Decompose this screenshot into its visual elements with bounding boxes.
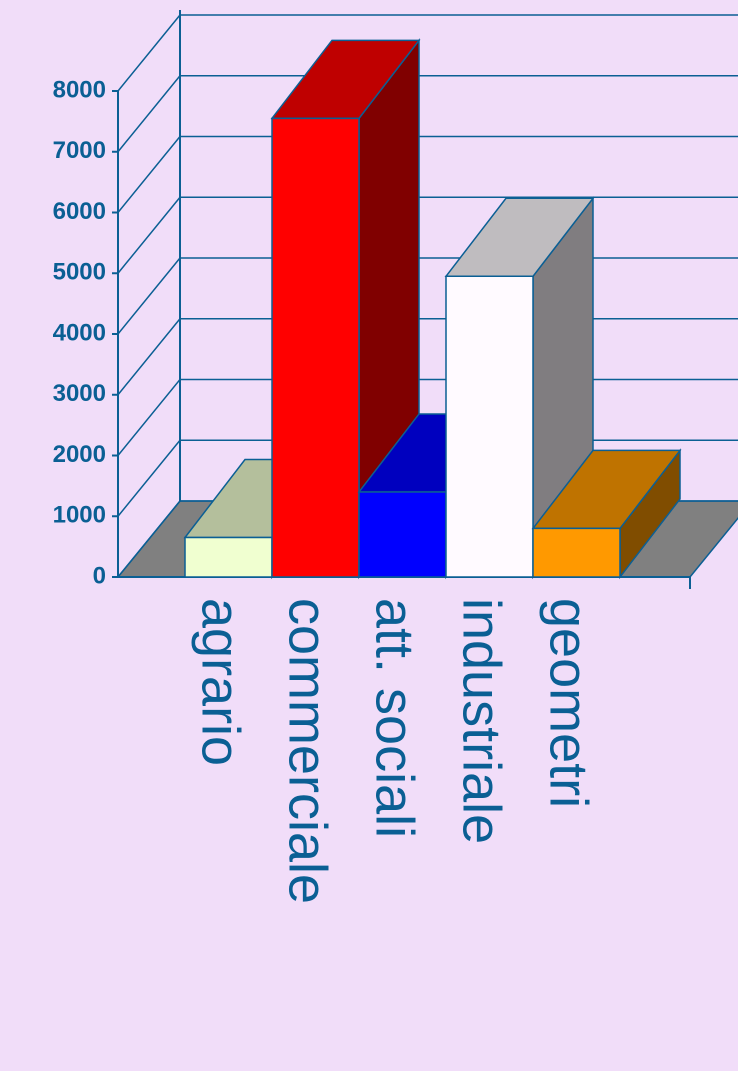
- x-tick-label: att. sociali: [365, 598, 425, 838]
- y-tick-label: 1000: [53, 502, 106, 529]
- y-tick-label: 0: [93, 562, 106, 589]
- x-tick-label: geometri: [539, 598, 599, 808]
- x-tick-label: commerciale: [278, 598, 338, 904]
- y-tick-label: 8000: [53, 76, 106, 103]
- grid-line: [117, 75, 181, 153]
- grid-line: [117, 379, 181, 456]
- grid-line: [117, 439, 181, 517]
- grid-line: [117, 318, 181, 396]
- x-tick-label: agrario: [191, 598, 251, 766]
- bar: [531, 448, 682, 580]
- bar-front: [271, 117, 360, 578]
- grid-line: [117, 14, 181, 92]
- bar-front: [184, 536, 273, 578]
- y-tick-label: 2000: [53, 441, 106, 468]
- grid-line: [117, 196, 181, 274]
- x-tick-label: industriale: [452, 598, 512, 844]
- bar-front: [445, 275, 534, 578]
- y-tick-label: 5000: [53, 259, 106, 286]
- y-tick-label: 4000: [53, 319, 106, 346]
- grid-line: [117, 500, 181, 578]
- grid-line: [117, 136, 181, 213]
- bar-front: [532, 527, 621, 578]
- bar-front: [358, 491, 447, 578]
- y-tick-label: 6000: [53, 198, 106, 225]
- grid-line: [117, 257, 181, 335]
- y-tick-label: 3000: [53, 380, 106, 407]
- y-tick-label: 7000: [53, 137, 106, 164]
